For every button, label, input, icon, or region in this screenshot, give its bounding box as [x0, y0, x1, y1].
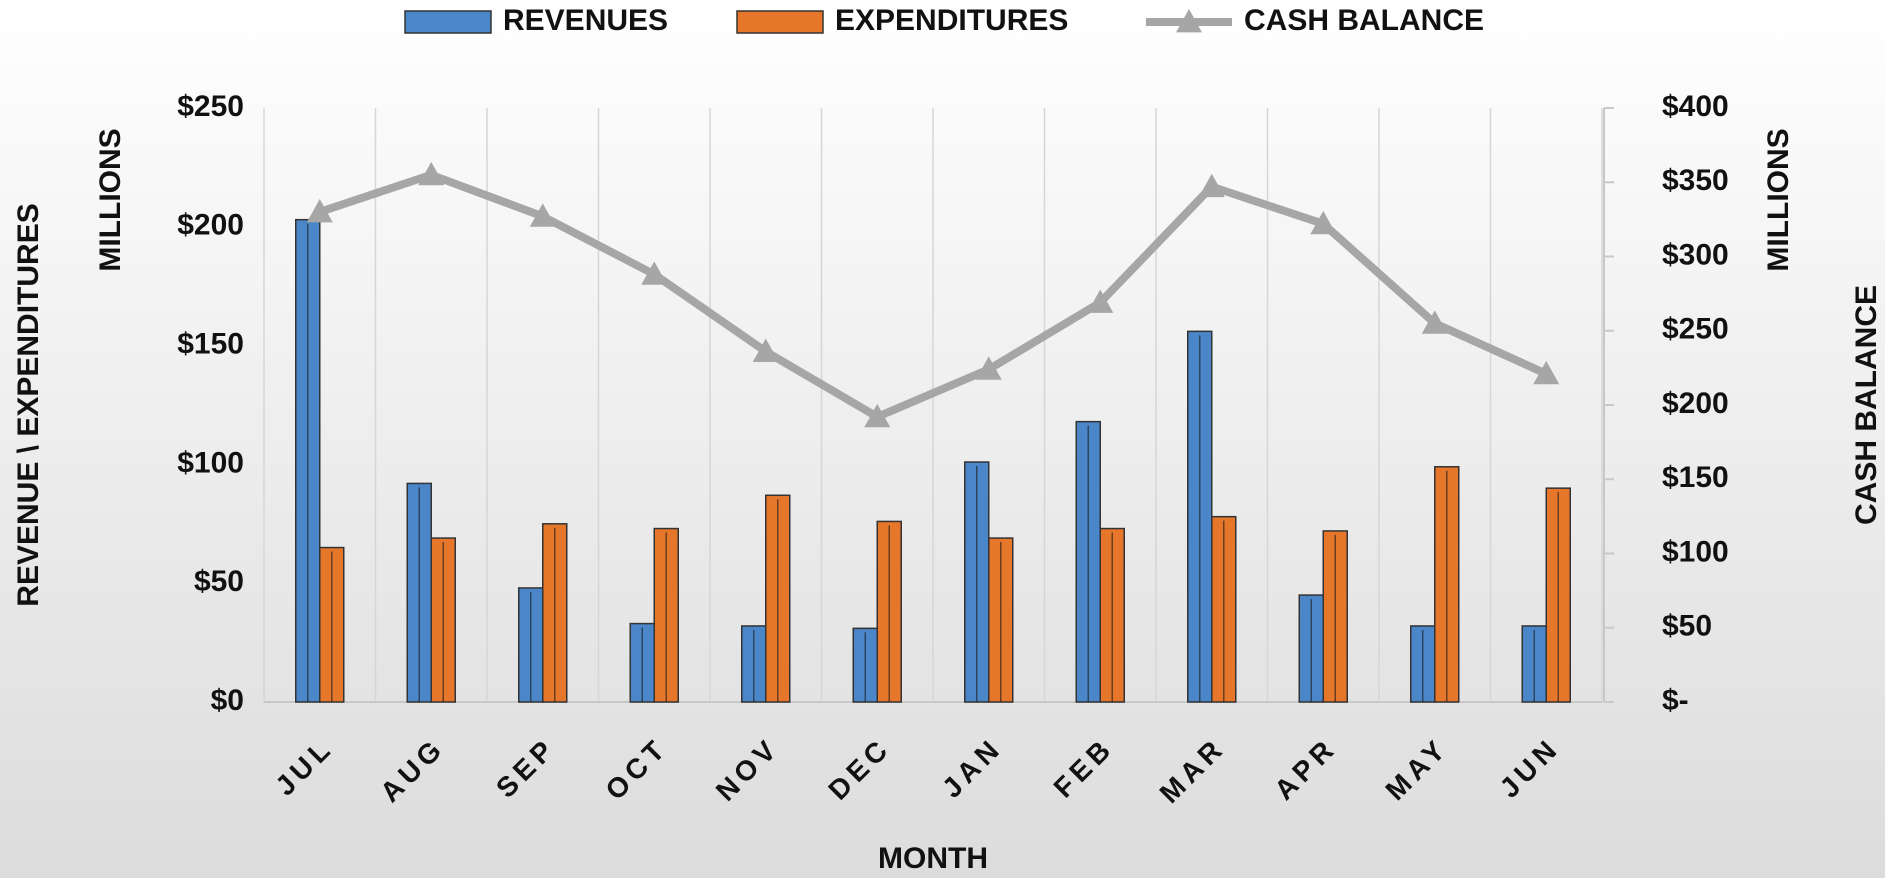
line-marker	[1198, 173, 1225, 198]
line-marker	[1421, 310, 1448, 334]
legend-label: CASH BALANCE	[1244, 4, 1484, 37]
y2-tick-label: $400	[1662, 90, 1729, 123]
y-tick-label: $0	[211, 684, 244, 717]
y2-tick-label: $100	[1662, 535, 1729, 568]
line-marker	[641, 261, 668, 285]
legend-label: EXPENDITURES	[835, 4, 1068, 37]
y-axis-unit: MILLIONS	[94, 128, 127, 271]
legend-label: REVENUES	[503, 4, 668, 37]
y-tick-label: $150	[177, 328, 244, 361]
y-tick-label: $50	[194, 565, 244, 598]
line-marker	[418, 161, 445, 186]
line-marker	[529, 203, 556, 227]
y2-tick-label: $200	[1662, 387, 1729, 420]
y-axis-label: REVENUE \ EXPENDITURES	[12, 203, 45, 606]
y-tick-label: $250	[177, 90, 244, 123]
y-tick-label: $200	[177, 209, 244, 242]
y2-tick-label: $250	[1662, 313, 1729, 346]
y2-tick-label: $300	[1662, 238, 1729, 271]
y2-tick-label: $50	[1662, 610, 1712, 643]
line	[318, 170, 1548, 421]
legend-swatch	[404, 10, 492, 34]
line-marker	[975, 356, 1002, 380]
line-marker	[752, 338, 779, 362]
line-marker	[306, 198, 333, 223]
line-marker	[1310, 210, 1337, 235]
y2-axis-unit: MILLIONS	[1762, 128, 1795, 271]
legend-marker	[1176, 9, 1202, 33]
legend-swatch	[736, 10, 824, 34]
y-tick-label: $100	[177, 446, 244, 479]
line-marker	[864, 403, 891, 428]
line-marker	[1087, 289, 1114, 313]
y2-tick-label: $350	[1662, 164, 1729, 197]
y2-tick-label: $-	[1662, 684, 1689, 717]
y2-tick-label: $150	[1662, 461, 1729, 494]
line-marker	[1533, 360, 1560, 385]
x-axis-label: MONTH	[878, 842, 988, 875]
y2-axis-label: CASH BALANCE	[1850, 285, 1883, 525]
